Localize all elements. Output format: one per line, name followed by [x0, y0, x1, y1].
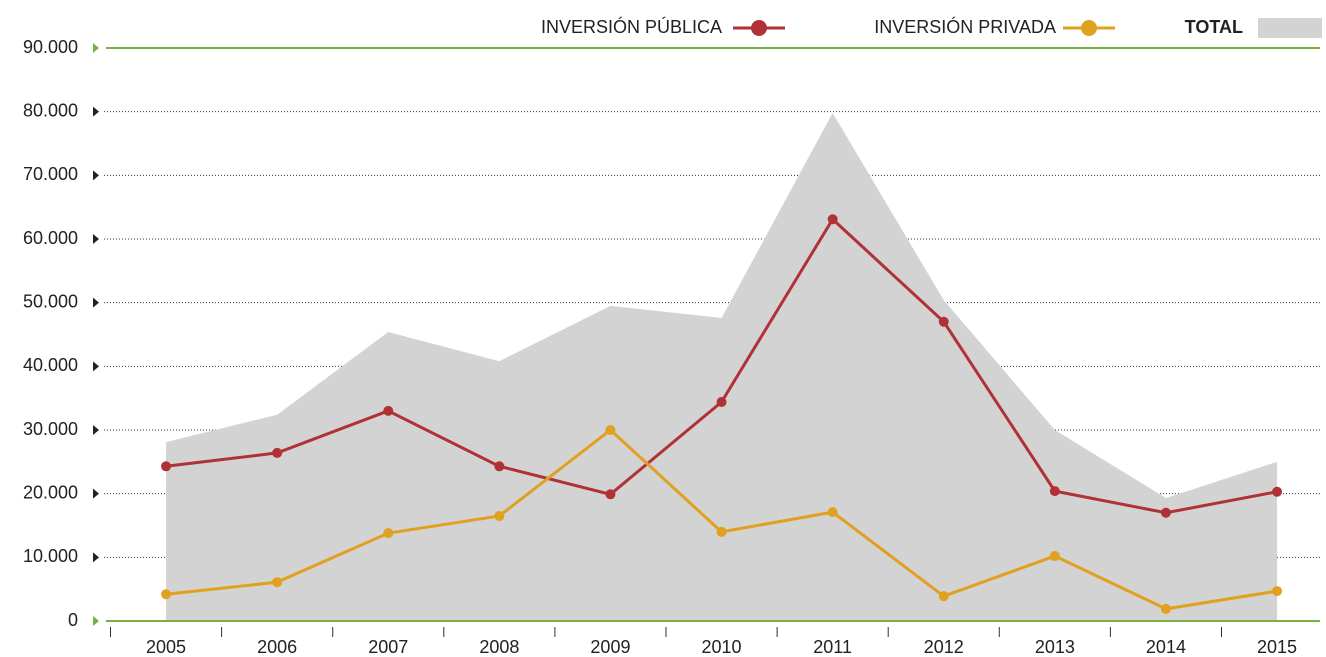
series-point	[938, 591, 949, 602]
y-tick-arrow	[93, 43, 99, 53]
y-tick-label: 70.000	[23, 164, 78, 184]
x-tick-label: 2012	[924, 637, 964, 657]
y-tick-arrow	[93, 170, 99, 181]
series-point	[827, 214, 838, 225]
series-point	[272, 577, 283, 588]
x-tick-label: 2013	[1035, 637, 1075, 657]
x-tick-label: 2010	[702, 637, 742, 657]
series-point	[938, 316, 949, 327]
series-point	[1160, 603, 1171, 614]
y-tick-arrow	[93, 552, 99, 563]
y-tick-arrow	[93, 616, 99, 626]
y-tick-arrow	[93, 297, 99, 308]
series-point	[1049, 551, 1060, 562]
series-point	[383, 528, 394, 539]
x-tick-label: 2005	[146, 637, 186, 657]
y-tick-label: 0	[68, 610, 78, 630]
x-tick-label: 2011	[813, 637, 852, 657]
y-tick-arrow	[93, 488, 99, 499]
y-tick-label: 20.000	[23, 482, 78, 502]
legend-label: INVERSIÓN PÚBLICA	[541, 16, 722, 37]
y-tick-label: 50.000	[23, 291, 78, 311]
series-point	[161, 461, 172, 472]
series-point	[716, 396, 727, 407]
x-tick-label: 2008	[479, 637, 519, 657]
y-tick-label: 80.000	[23, 100, 78, 120]
x-tick-label: 2009	[590, 637, 630, 657]
series-point	[161, 589, 172, 600]
series-point	[1272, 486, 1283, 497]
y-tick-label: 30.000	[23, 419, 78, 439]
series-point	[1049, 486, 1060, 497]
series-point	[383, 405, 394, 416]
y-tick-label: 40.000	[23, 355, 78, 375]
legend-label: TOTAL	[1185, 17, 1243, 37]
series-point	[1160, 507, 1171, 518]
series-point	[494, 461, 505, 472]
series-point	[272, 447, 283, 458]
y-tick-arrow	[93, 106, 99, 117]
total-area	[166, 112, 1278, 621]
series-point	[605, 425, 616, 435]
legend-label: INVERSIÓN PRIVADA	[874, 16, 1056, 37]
y-tick-label: 60.000	[23, 228, 78, 248]
y-tick-arrow	[93, 361, 99, 372]
legend-swatch	[1258, 18, 1322, 38]
series-point	[494, 510, 505, 521]
series-point	[605, 489, 616, 500]
x-tick-label: 2006	[257, 637, 297, 657]
y-tick-label: 10.000	[23, 546, 78, 566]
y-tick-arrow	[93, 425, 99, 435]
series-point	[827, 507, 838, 518]
legend-dot	[751, 20, 767, 36]
x-tick-label: 2014	[1146, 637, 1186, 657]
legend-dot	[1081, 20, 1097, 36]
y-tick-label: 90.000	[23, 37, 78, 57]
series-point	[1272, 586, 1283, 597]
x-tick-label: 2007	[368, 637, 408, 657]
y-tick-arrow	[93, 234, 99, 244]
series-point	[716, 526, 727, 537]
x-tick-label: 2015	[1257, 637, 1297, 657]
